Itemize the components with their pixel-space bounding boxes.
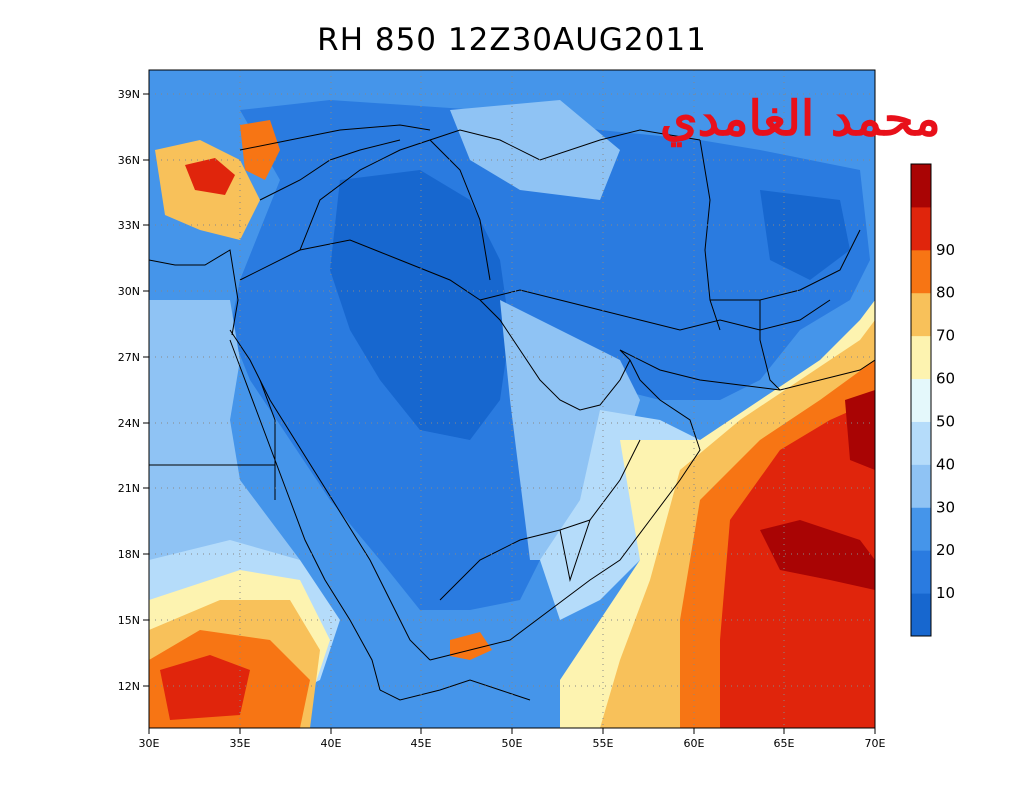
colorbar-bin: [911, 292, 931, 337]
coastline-africa: [149, 249, 239, 336]
border-pakistan: [759, 300, 781, 391]
lat-tick-label: 36N: [118, 154, 140, 167]
lat-tick-label: 39N: [118, 88, 140, 101]
border-afghan: [710, 229, 861, 301]
lon-tick-label: 60E: [684, 737, 705, 750]
colorbar: 10 20 30 40 50 60 70 80 90: [910, 163, 955, 637]
lat-tick-label: 15N: [118, 614, 140, 627]
lat-tick-label: 12N: [118, 680, 140, 693]
border-oman: [559, 439, 641, 582]
lon-tick-label: 55E: [593, 737, 614, 750]
border-yemen: [439, 519, 591, 601]
colorbar-label: 10: [936, 584, 955, 602]
colorbar-bin: [911, 464, 931, 508]
border-iran-east: [699, 139, 721, 331]
colorbar-bin: [911, 164, 931, 208]
coastline-iran-south: [619, 349, 875, 391]
colorbar-bin: [911, 593, 931, 637]
lat-tick-label: 21N: [118, 482, 140, 495]
coastline-gulf: [479, 299, 631, 411]
lon-tick-label: 45E: [411, 737, 432, 750]
rh-moist-coastal: [149, 300, 300, 580]
colorbar-bin: [911, 378, 931, 422]
rh-aden-patch: [450, 632, 492, 660]
colorbar-bin: [911, 206, 931, 251]
colorbar-bin: [911, 421, 931, 465]
colorbar-bin: [911, 249, 931, 294]
coastline-red-sea-west: [229, 339, 381, 691]
map-boundaries: [149, 124, 875, 701]
colorbar-label: 30: [936, 498, 955, 516]
lat-tick-label: 24N: [118, 417, 140, 430]
rh-band-90-plus: [760, 520, 875, 590]
lon-axis: 30E 35E 40E 45E 50E 55E 60E 65E 70E: [139, 728, 886, 750]
lat-tick-label: 18N: [118, 548, 140, 561]
colorbar-label: 90: [936, 241, 955, 259]
border-iraq: [299, 139, 491, 281]
colorbar-label: 40: [936, 455, 955, 473]
border-turkey: [239, 124, 431, 151]
colorbar-label: 80: [936, 284, 955, 302]
colorbar-label: 20: [936, 541, 955, 559]
colorbar-label: 50: [936, 412, 955, 430]
rh-med-patch: [185, 158, 235, 195]
rh-band-80-90: [160, 655, 250, 720]
border-egypt: [259, 379, 276, 465]
rh-driest-patch: [760, 190, 850, 280]
rh-med-patch: [240, 120, 280, 180]
coastline-gulf-north: [479, 289, 831, 331]
coastline-horn: [379, 679, 531, 701]
colorbar-bin: [911, 335, 931, 380]
lon-tick-label: 50E: [502, 737, 523, 750]
colorbar-bin: [911, 507, 931, 551]
colorbar-bin: [911, 550, 931, 594]
rh-driest-patch: [330, 170, 510, 440]
colorbar-label: 60: [936, 370, 955, 388]
watermark-signature: محمد الغامدي: [660, 91, 941, 148]
lon-tick-label: 65E: [774, 737, 795, 750]
lat-tick-label: 33N: [118, 219, 140, 232]
rh-moist-north: [450, 100, 620, 200]
coastline-arabia-south: [429, 349, 701, 661]
border-saudi-north: [239, 239, 481, 301]
lat-tick-label: 27N: [118, 351, 140, 364]
map-title: RH 850 12Z30AUG2011: [317, 22, 707, 58]
gridlines: [149, 70, 875, 728]
rh-field: [149, 70, 875, 728]
lon-tick-label: 70E: [865, 737, 886, 750]
rh-band-90-plus: [845, 390, 875, 470]
colorbar-label: 70: [936, 327, 955, 345]
lon-tick-label: 30E: [139, 737, 160, 750]
colorbar-frame: [910, 163, 932, 637]
lat-axis: 12N 15N 18N 21N 24N 27N 30N 33N 36N 39N: [118, 88, 149, 693]
lon-tick-label: 40E: [321, 737, 342, 750]
lat-tick-label: 30N: [118, 285, 140, 298]
lon-tick-label: 35E: [230, 737, 251, 750]
